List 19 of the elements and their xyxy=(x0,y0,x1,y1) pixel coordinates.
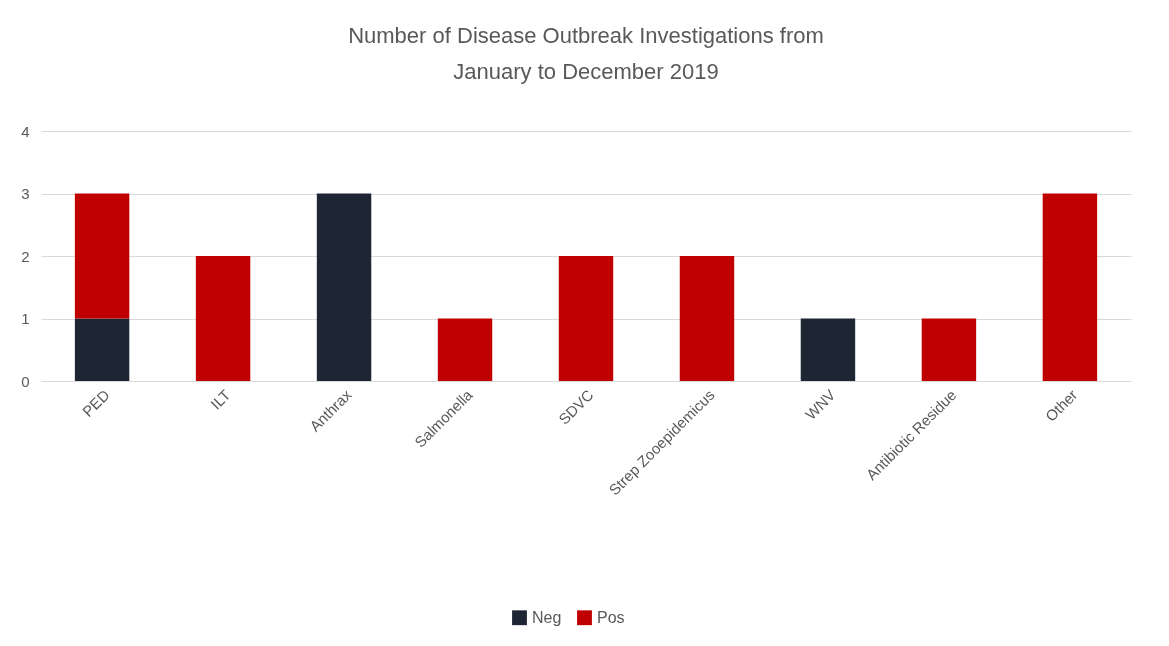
bar xyxy=(74,318,130,381)
y-tick-label: 4 xyxy=(21,122,30,140)
bar xyxy=(316,193,372,381)
bar xyxy=(74,193,130,319)
y-tick-label: 1 xyxy=(21,310,30,327)
bar xyxy=(800,318,856,381)
y-tick-label: 0 xyxy=(21,372,30,390)
bar xyxy=(195,256,251,381)
bar xyxy=(558,256,614,381)
legend-label: Neg xyxy=(532,608,562,626)
bar xyxy=(437,318,493,381)
y-tick-label: 2 xyxy=(21,247,30,265)
bar xyxy=(679,256,735,381)
x-tick-label: ILT xyxy=(207,386,234,413)
y-tick-label: 3 xyxy=(21,185,30,202)
chart-title: Number of Disease Outbreak Investigations from January to December 2019 xyxy=(348,23,824,84)
bar xyxy=(921,318,977,381)
bar xyxy=(1042,193,1098,381)
legend-label: Pos xyxy=(597,608,625,626)
